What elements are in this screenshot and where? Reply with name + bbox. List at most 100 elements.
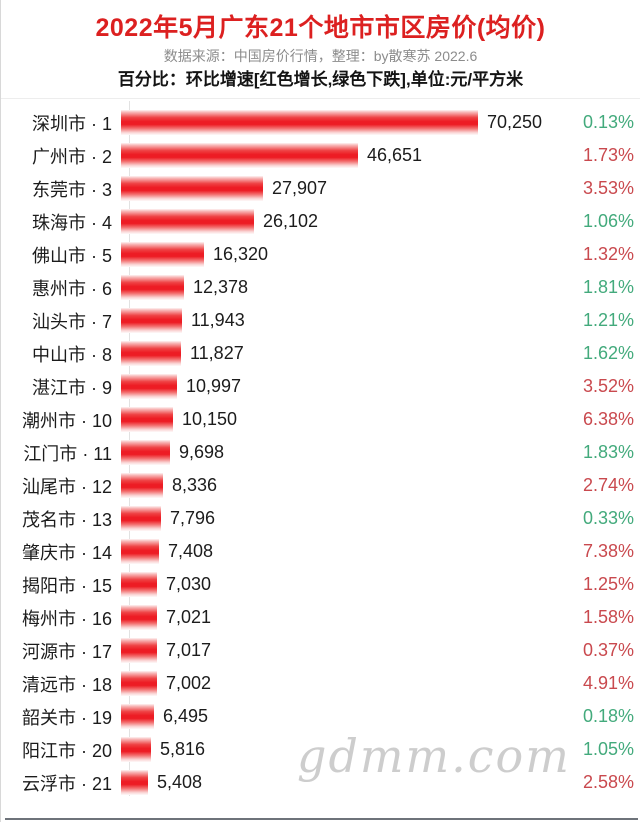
price-bar: [121, 638, 157, 663]
city-rank-label: 汕头市 · 7: [31, 311, 112, 332]
pct-change: 4.91%: [582, 673, 634, 693]
chart-row-17: 河源市 · 17 7,017 0.37%: [1, 634, 640, 667]
price-value: 8,336: [172, 475, 218, 495]
price-bar: [121, 407, 173, 432]
chart-row-6: 惠州市 · 6 12,378 1.81%: [1, 271, 640, 304]
price-value: 7,408: [168, 541, 214, 561]
chart-row-14: 肇庆市 · 14 7,408 7.38%: [1, 535, 640, 568]
pct-change: 1.25%: [582, 574, 634, 594]
city-rank-label: 汕尾市 · 12: [21, 476, 112, 497]
chart-row-9: 湛江市 · 9 10,997 3.52%: [1, 370, 640, 403]
chart-row-4: 珠海市 · 4 26,102 1.06%: [1, 205, 640, 238]
price-bar: [121, 110, 478, 135]
pct-change: 0.37%: [582, 640, 634, 660]
price-value: 16,320: [213, 244, 269, 264]
price-bar: [121, 572, 157, 597]
price-bar: [121, 341, 181, 366]
city-rank-label: 肇庆市 · 14: [21, 542, 112, 563]
price-bar: [121, 275, 184, 300]
chart-row-3: 东莞市 · 3 27,907 3.53%: [1, 172, 640, 205]
price-bar: [121, 473, 163, 498]
chart-row-10: 潮州市 · 10 10,150 6.38%: [1, 403, 640, 436]
pct-change: 1.32%: [582, 244, 634, 264]
price-bar: [121, 374, 177, 399]
chart-row-13: 茂名市 · 13 7,796 0.33%: [1, 502, 640, 535]
city-rank-label: 清远市 · 18: [21, 674, 112, 695]
chart-row-11: 江门市 · 11 9,698 1.83%: [1, 436, 640, 469]
city-rank-label: 茂名市 · 13: [21, 509, 112, 530]
price-bar: [121, 209, 254, 234]
city-rank-label: 江门市 · 11: [23, 443, 112, 464]
pct-change: 3.53%: [582, 178, 634, 198]
price-value: 10,997: [186, 376, 242, 396]
city-rank-label: 河源市 · 17: [21, 641, 112, 662]
pct-change: 7.38%: [582, 541, 634, 561]
pct-change: 1.73%: [582, 145, 634, 165]
pct-change: 1.62%: [582, 343, 634, 363]
price-bar: [121, 671, 157, 696]
price-value: 70,250: [487, 112, 543, 132]
price-value: 7,002: [166, 673, 212, 693]
price-bar: [121, 770, 148, 795]
chart-row-21: 云浮市 · 21 5,408 2.58%: [1, 766, 640, 799]
city-rank-label: 惠州市 · 6: [31, 278, 112, 299]
city-rank-label: 佛山市 · 5: [31, 245, 112, 266]
chart-title: 2022年5月广东21个地市市区房价(均价): [95, 14, 546, 42]
price-bar: [121, 242, 204, 267]
price-value: 9,698: [179, 442, 225, 462]
chart-row-15: 揭阳市 · 15 7,030 1.25%: [1, 568, 640, 601]
chart-row-19: 韶关市 · 19 6,495 0.18%: [1, 700, 640, 733]
price-bar: [121, 737, 151, 762]
price-value: 6,495: [163, 706, 209, 726]
price-bar: [121, 605, 157, 630]
chart-header: 2022年5月广东21个地市市区房价(均价) 数据来源：中国房价行情，整理：by…: [1, 0, 640, 99]
pct-change: 0.13%: [582, 112, 634, 132]
chart-source: 数据来源：中国房价行情，整理：by散寒苏 2022.6: [163, 48, 478, 64]
price-bar: [121, 308, 182, 333]
pct-change: 2.58%: [582, 772, 634, 792]
chart-legend-note: 百分比：环比增速[红色增长,绿色下跌],单位:元/平方米: [117, 70, 524, 89]
city-rank-label: 珠海市 · 4: [31, 212, 112, 233]
price-value: 46,651: [367, 145, 423, 165]
price-value: 11,827: [190, 343, 244, 363]
price-value: 12,378: [193, 277, 249, 297]
chart-row-18: 清远市 · 18 7,002 4.91%: [1, 667, 640, 700]
pct-change: 6.38%: [582, 409, 634, 429]
price-value: 5,408: [157, 772, 203, 792]
pct-change: 2.74%: [582, 475, 634, 495]
price-value: 11,943: [191, 310, 245, 330]
city-rank-label: 梅州市 · 16: [21, 608, 112, 629]
pct-change: 0.33%: [582, 508, 634, 528]
city-rank-label: 中山市 · 8: [31, 344, 112, 365]
price-bar: [121, 143, 358, 168]
pct-change: 1.21%: [582, 310, 634, 330]
price-value: 7,796: [170, 508, 216, 528]
chart-row-5: 佛山市 · 5 16,320 1.32%: [1, 238, 640, 271]
price-bar: [121, 506, 161, 531]
price-value: 7,030: [166, 574, 212, 594]
chart-row-2: 广州市 · 2 46,651 1.73%: [1, 139, 640, 172]
chart-row-1: 深圳市 · 1 70,250 0.13%: [1, 106, 640, 139]
price-value: 5,816: [160, 739, 206, 759]
city-rank-label: 潮州市 · 10: [21, 410, 112, 431]
pct-change: 1.81%: [582, 277, 634, 297]
price-bar: [121, 440, 170, 465]
city-rank-label: 湛江市 · 9: [31, 377, 112, 398]
city-rank-label: 韶关市 · 19: [21, 707, 112, 728]
bar-chart: 深圳市 · 1 70,250 0.13% 广州市 · 2 46,651 1.73…: [1, 99, 640, 802]
chart-row-16: 梅州市 · 16 7,021 1.58%: [1, 601, 640, 634]
chart-row-7: 汕头市 · 7 11,943 1.21%: [1, 304, 640, 337]
price-bar: [121, 704, 154, 729]
city-rank-label: 阳江市 · 20: [21, 740, 112, 761]
chart-row-12: 汕尾市 · 12 8,336 2.74%: [1, 469, 640, 502]
pct-change: 0.18%: [582, 706, 634, 726]
pct-change: 1.58%: [582, 607, 634, 627]
price-bar: [121, 176, 263, 201]
city-rank-label: 广州市 · 2: [31, 146, 112, 167]
pct-change: 1.05%: [582, 739, 634, 759]
chart-row-20: 阳江市 · 20 5,816 1.05%: [1, 733, 640, 766]
pct-change: 3.52%: [582, 376, 634, 396]
price-value: 26,102: [263, 211, 319, 231]
chart-row-8: 中山市 · 8 11,827 1.62%: [1, 337, 640, 370]
